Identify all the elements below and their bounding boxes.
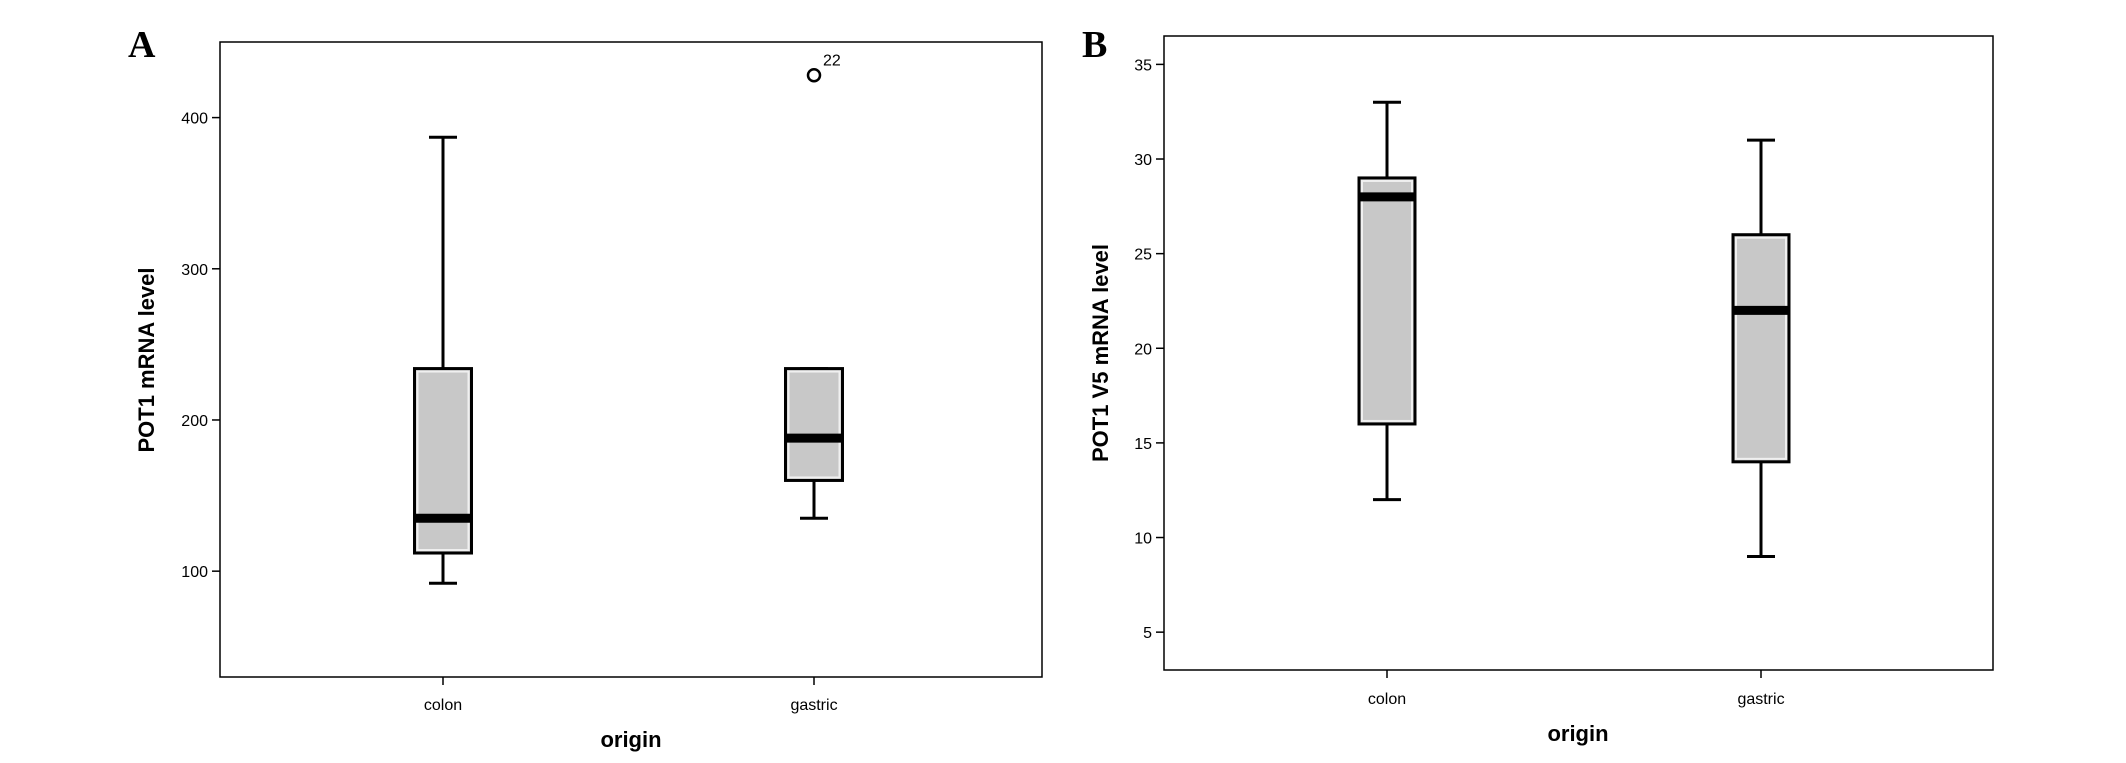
boxes-b (1357, 100, 1791, 558)
y-axis-b: 5 10 15 20 25 30 35 (1134, 57, 1164, 642)
x-axis-a: colon gastric (424, 677, 838, 714)
outlier-label: 22 (823, 52, 841, 69)
outlier-point (806, 68, 822, 83)
x-tick-label: colon (424, 697, 462, 714)
plot-frame-b (1163, 35, 1994, 671)
x-tick-label: gastric (1737, 691, 1784, 708)
y-tick-label: 200 (181, 413, 208, 430)
box-inner-edge (1361, 179, 1413, 422)
panel-b: B 5 10 15 20 25 30 35 colon gastric POT1 V5 mRN… (1082, 24, 1994, 746)
box-colon (1357, 100, 1417, 502)
y-tick-label: 100 (181, 564, 208, 581)
y-tick-label: 30 (1134, 152, 1152, 169)
y-tick-label: 15 (1134, 436, 1152, 453)
box-iqr (1357, 176, 1417, 426)
box-iqr (1731, 233, 1791, 464)
box-inner-edge (787, 370, 841, 479)
y-axis-a: 100 200 300 400 (181, 111, 220, 581)
panel-a: A 100 200 300 400 colon gastric 22 POT1 mRNA… (128, 24, 1043, 752)
box-gastric: 22 (784, 52, 844, 520)
x-tick-label: colon (1368, 691, 1406, 708)
panel-letter-b: B (1082, 24, 1107, 66)
x-tick-label: gastric (790, 697, 837, 714)
x-axis-title-b: origin (1547, 721, 1608, 746)
box-iqr (413, 367, 473, 555)
y-tick-label: 10 (1134, 531, 1152, 548)
y-tick-label: 25 (1134, 247, 1152, 264)
x-axis-b: colon gastric (1368, 670, 1785, 708)
y-axis-title-a: POT1 mRNA level (134, 267, 159, 452)
panel-letter-a: A (128, 24, 156, 66)
box-iqr (784, 367, 844, 482)
box-colon (413, 135, 473, 585)
box-inner-edge (1735, 236, 1787, 460)
y-tick-label: 300 (181, 262, 208, 279)
y-tick-label: 400 (181, 111, 208, 128)
y-tick-label: 5 (1143, 625, 1152, 642)
y-tick-label: 20 (1134, 341, 1152, 358)
box-inner-edge (416, 370, 470, 552)
plot-frame-a (219, 41, 1043, 678)
box-gastric (1731, 138, 1791, 558)
y-axis-title-b: POT1 V5 mRNA level (1088, 244, 1113, 462)
boxes-a: 22 (413, 52, 844, 585)
x-axis-title-a: origin (600, 727, 661, 752)
y-tick-label: 35 (1134, 57, 1152, 74)
